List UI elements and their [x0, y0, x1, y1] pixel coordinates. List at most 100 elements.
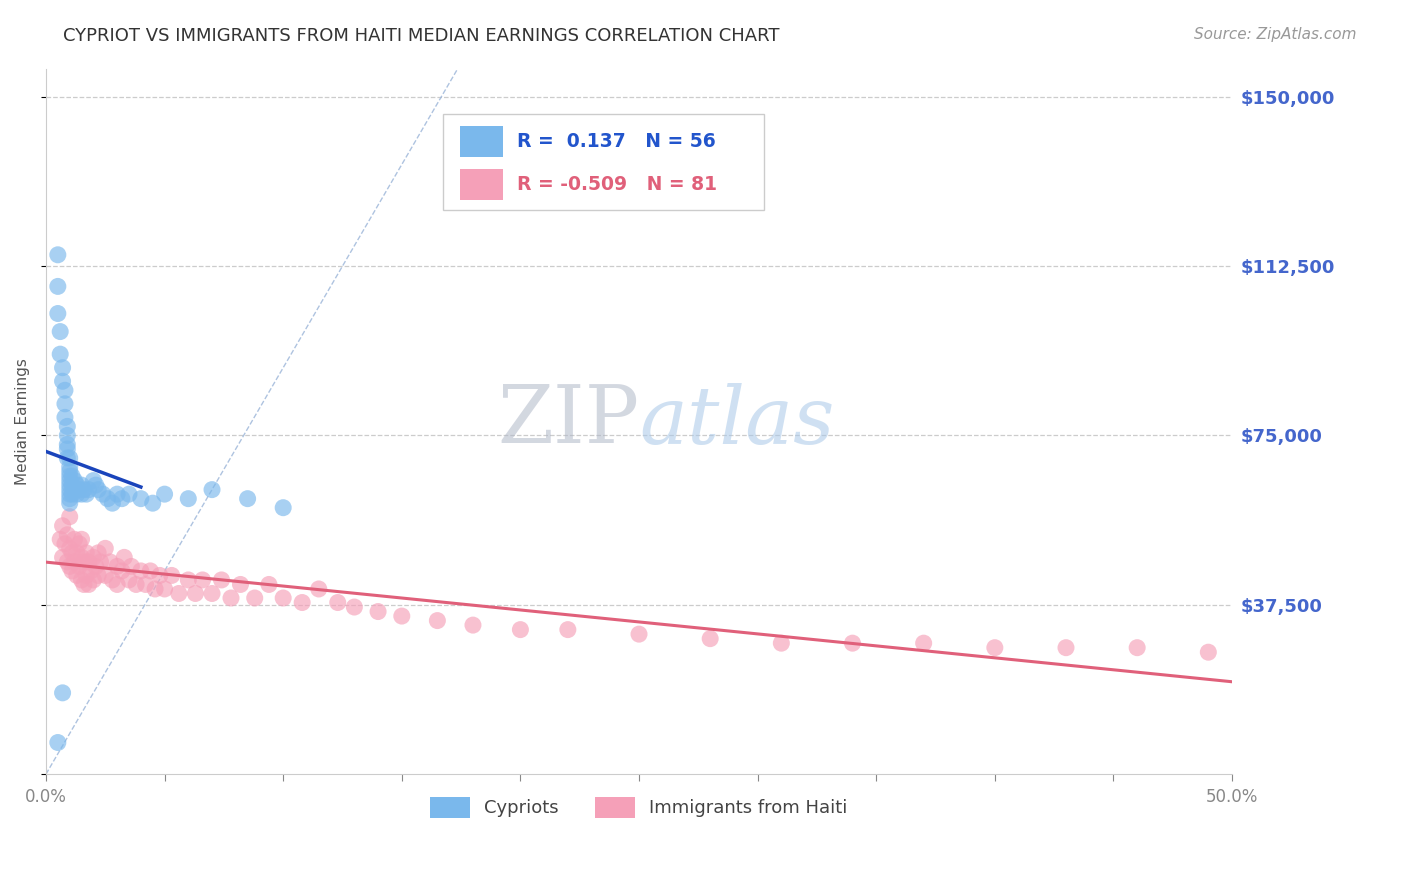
Legend: Cypriots, Immigrants from Haiti: Cypriots, Immigrants from Haiti — [423, 789, 855, 825]
Point — [59, 478, 82, 492]
Point — [46, 735, 69, 749]
Point — [125, 577, 148, 591]
Point — [97, 491, 120, 506]
Point — [101, 573, 124, 587]
Point — [105, 559, 128, 574]
Point — [52, 360, 75, 375]
Point — [139, 564, 162, 578]
Point — [53, 537, 76, 551]
Text: ZIP: ZIP — [496, 383, 638, 460]
Point — [67, 483, 90, 497]
Point — [699, 632, 721, 646]
Text: R =  0.137   N = 56: R = 0.137 N = 56 — [517, 132, 716, 151]
Point — [201, 483, 224, 497]
Point — [56, 528, 79, 542]
Point — [84, 559, 107, 574]
Point — [120, 559, 142, 574]
Point — [841, 636, 863, 650]
Point — [87, 546, 110, 560]
Point — [49, 533, 72, 547]
Point — [912, 636, 935, 650]
Point — [129, 491, 152, 506]
FancyBboxPatch shape — [443, 114, 763, 210]
Point — [63, 533, 86, 547]
Point — [391, 609, 413, 624]
Point — [49, 347, 72, 361]
Point — [770, 636, 793, 650]
Point — [63, 474, 86, 488]
Point — [75, 487, 97, 501]
Point — [90, 555, 112, 569]
Point — [87, 483, 110, 497]
Point — [80, 564, 103, 578]
Point — [201, 586, 224, 600]
Text: CYPRIOT VS IMMIGRANTS FROM HAITI MEDIAN EARNINGS CORRELATION CHART: CYPRIOT VS IMMIGRANTS FROM HAITI MEDIAN … — [63, 27, 780, 45]
Point — [461, 618, 484, 632]
Point — [177, 573, 200, 587]
Point — [257, 577, 280, 591]
Point — [153, 582, 176, 596]
Point — [52, 686, 75, 700]
Point — [243, 591, 266, 605]
Point — [367, 605, 389, 619]
Point — [56, 428, 79, 442]
Point — [70, 487, 93, 501]
Point — [509, 623, 531, 637]
Point — [77, 577, 100, 591]
Point — [59, 487, 82, 501]
Point — [56, 419, 79, 434]
Point — [73, 577, 96, 591]
Point — [73, 555, 96, 569]
Point — [52, 374, 75, 388]
Point — [59, 483, 82, 497]
Point — [67, 537, 90, 551]
Point — [271, 500, 294, 515]
Point — [59, 559, 82, 574]
Point — [112, 550, 135, 565]
Point — [46, 248, 69, 262]
Point — [94, 541, 117, 556]
Point — [129, 564, 152, 578]
Point — [111, 564, 134, 578]
Point — [53, 410, 76, 425]
Point — [66, 487, 89, 501]
Point — [70, 478, 93, 492]
Point — [56, 442, 79, 456]
Point — [94, 568, 117, 582]
Point — [60, 546, 83, 560]
Point — [105, 487, 128, 501]
Point — [82, 573, 104, 587]
Point — [70, 573, 93, 587]
Point — [211, 573, 233, 587]
Point — [135, 577, 157, 591]
Point — [153, 487, 176, 501]
Point — [111, 491, 134, 506]
Point — [59, 460, 82, 475]
Point — [70, 533, 93, 547]
Point — [59, 469, 82, 483]
Point — [59, 474, 82, 488]
Point — [160, 568, 183, 582]
Bar — [460, 126, 502, 157]
Point — [82, 550, 104, 565]
Point — [52, 518, 75, 533]
Point — [149, 568, 172, 582]
Point — [75, 546, 97, 560]
Point — [91, 487, 114, 501]
Point — [184, 586, 207, 600]
Point — [49, 325, 72, 339]
Point — [984, 640, 1007, 655]
Point — [56, 555, 79, 569]
Point — [101, 496, 124, 510]
Point — [167, 586, 190, 600]
Point — [59, 491, 82, 506]
Point — [59, 509, 82, 524]
Point — [59, 541, 82, 556]
Point — [60, 564, 83, 578]
Point — [67, 559, 90, 574]
Text: atlas: atlas — [638, 383, 834, 460]
Point — [66, 546, 89, 560]
Point — [60, 469, 83, 483]
Point — [46, 306, 69, 320]
Point — [118, 487, 141, 501]
